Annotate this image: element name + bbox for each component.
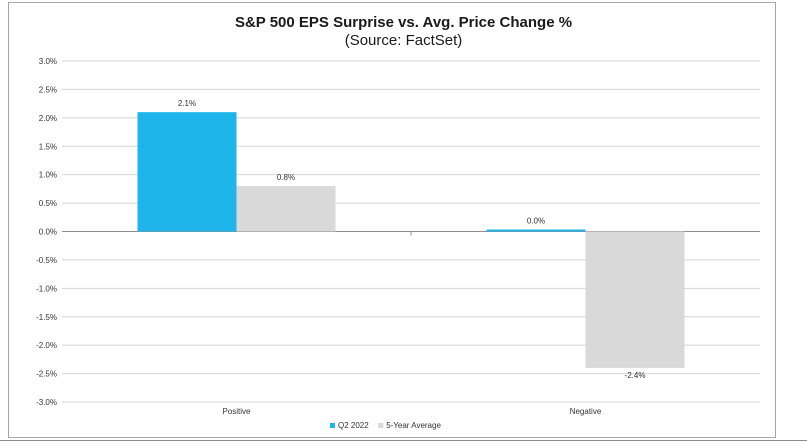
data-label: -2.4%	[625, 371, 646, 380]
legend-label: 5-Year Average	[386, 421, 441, 430]
y-tick-label: -1.5%	[36, 313, 57, 322]
y-tick-label: -3.0%	[36, 398, 57, 407]
bar-q2-2022-positive	[137, 112, 237, 232]
y-tick-label: 1.0%	[39, 171, 57, 180]
y-tick-label: 3.0%	[39, 57, 57, 66]
data-label: 0.8%	[277, 173, 295, 182]
y-tick-label: -2.5%	[36, 370, 57, 379]
data-label: 2.1%	[178, 99, 196, 108]
legend-label: Q2 2022	[338, 421, 369, 430]
y-tick-label: -2.0%	[36, 341, 57, 350]
y-tick-label: 1.5%	[39, 142, 57, 151]
y-tick-label: 0.0%	[39, 228, 57, 237]
legend-swatch	[378, 423, 384, 428]
y-tick-label: -1.0%	[36, 284, 57, 293]
bar-5-year-average-positive	[236, 186, 336, 232]
x-category-label: Negative	[570, 407, 602, 416]
data-label: 0.0%	[527, 217, 545, 226]
chart-title: S&P 500 EPS Surprise vs. Avg. Price Chan…	[234, 14, 573, 31]
y-tick-label: 2.5%	[39, 85, 57, 94]
bottom-divider	[0, 440, 807, 441]
bar-5-year-average-negative	[585, 231, 685, 368]
y-tick-label: 0.5%	[39, 199, 57, 208]
legend-swatch	[330, 423, 335, 428]
y-tick-label: -0.5%	[36, 256, 57, 265]
chart-subtitle: (Source: FactSet)	[344, 32, 463, 49]
y-tick-label: 2.0%	[39, 114, 57, 123]
x-category-label: Positive	[222, 407, 251, 416]
bar-q2-2022-negative	[486, 229, 586, 232]
